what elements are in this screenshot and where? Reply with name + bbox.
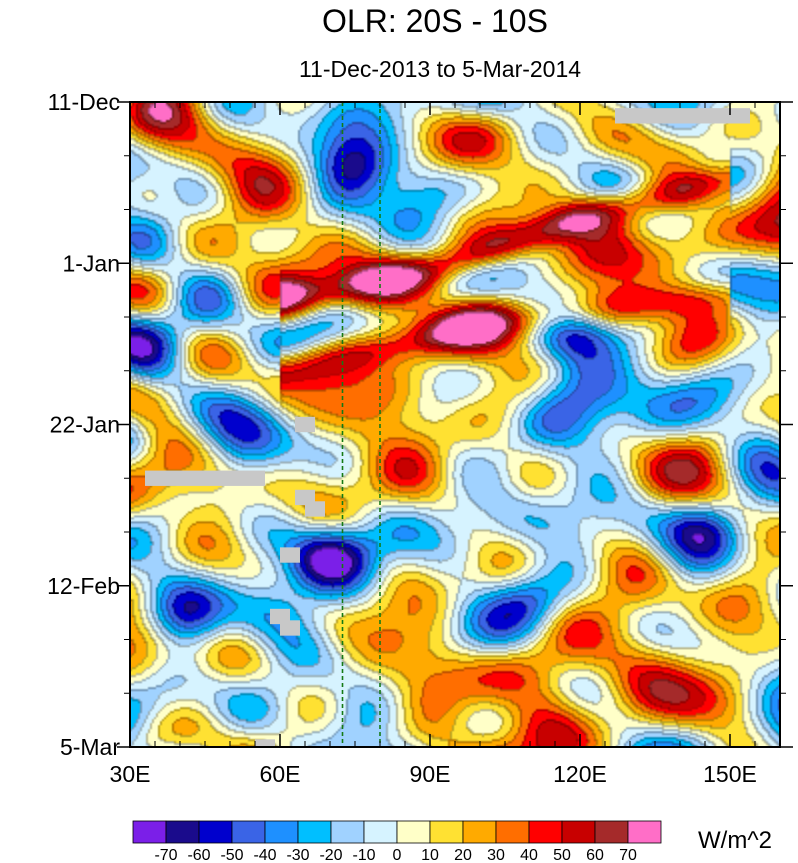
colorbar-swatch <box>462 820 497 844</box>
colorbar-units: W/m^2 <box>698 827 772 854</box>
chart-title: OLR: 20S - 10S <box>322 3 548 39</box>
reference-lines <box>341 102 381 747</box>
missing-data-box <box>270 608 290 625</box>
colorbar-swatch <box>231 820 266 844</box>
olr-anomaly-field <box>130 102 780 747</box>
colorbar-label: -40 <box>253 847 276 863</box>
colorbar-label: 30 <box>487 847 505 863</box>
missing-data-box <box>615 108 750 124</box>
colorbar-label: -60 <box>187 847 210 863</box>
missing-data-layer <box>145 108 750 747</box>
colorbar-swatch <box>363 820 398 844</box>
x-tick-label: 90E <box>410 761 451 787</box>
y-tick-label: 5-Mar <box>60 734 120 760</box>
colorbar-swatch <box>297 820 332 844</box>
y-tick-label: 12-Feb <box>47 573 120 599</box>
colorbar-swatch <box>495 820 530 844</box>
colorbar-label: -10 <box>352 847 375 863</box>
x-tick-label: 30E <box>110 761 151 787</box>
x-tick-label: 120E <box>553 761 607 787</box>
colorbar-label: -70 <box>154 847 177 863</box>
colorbar-swatch <box>627 820 662 844</box>
colorbar-label: 20 <box>454 847 472 863</box>
colorbar-label: 60 <box>586 847 604 863</box>
colorbar: -70 -60 -50 -40 -30 -20 -10 0 10 20 30 40 50 60 70 <box>132 820 662 863</box>
colorbar-swatch <box>429 820 464 844</box>
colorbar-swatch <box>594 820 629 844</box>
plot-area <box>129 101 781 748</box>
missing-data-box <box>295 416 315 433</box>
y-tick-label: 11-Dec <box>48 89 120 115</box>
colorbar-label: -20 <box>319 847 342 863</box>
colorbar-swatch <box>396 820 431 844</box>
colorbar-label: 0 <box>393 847 402 863</box>
y-tick-label: 1-Jan <box>62 250 120 276</box>
colorbar-swatch <box>132 820 167 844</box>
colorbar-swatch <box>198 820 233 844</box>
colorbar-swatch <box>165 820 200 844</box>
colorbar-swatch <box>528 820 563 844</box>
missing-data-box <box>280 547 300 563</box>
colorbar-label: 40 <box>520 847 538 863</box>
colorbar-label: 10 <box>421 847 439 863</box>
colorbar-label: 70 <box>619 847 637 863</box>
colorbar-label: 50 <box>553 847 571 863</box>
missing-data-box <box>145 470 265 486</box>
missing-data-box <box>305 501 325 517</box>
x-tick-label: 150E <box>703 761 757 787</box>
chart-subtitle: 11-Dec-2013 to 5-Mar-2014 <box>299 56 581 82</box>
axes: 30E 60E 90E 120E 150E 11-Dec 1-Jan 22-Jan 12-Feb… <box>47 89 793 787</box>
colorbar-swatch <box>561 820 596 844</box>
colorbar-swatch <box>264 820 299 844</box>
colorbar-label: -50 <box>220 847 243 863</box>
x-tick-label: 60E <box>260 761 301 787</box>
missing-data-box <box>280 620 300 636</box>
colorbar-label: -30 <box>286 847 309 863</box>
missing-data-box <box>255 739 275 747</box>
colorbar-swatch <box>330 820 365 844</box>
y-tick-label: 22-Jan <box>50 412 120 438</box>
